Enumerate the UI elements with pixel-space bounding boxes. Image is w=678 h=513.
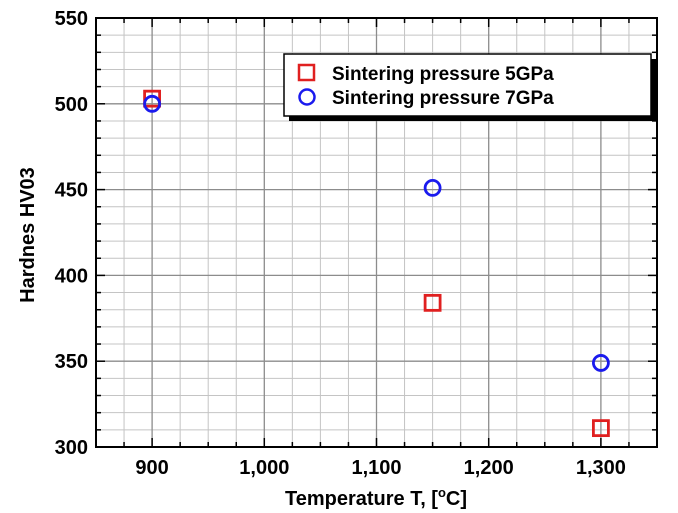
x-tick-label: 1,100 — [351, 457, 401, 479]
x-tick-label: 1,300 — [576, 457, 626, 479]
x-tick-label: 1,200 — [464, 457, 514, 479]
y-tick-labels: 300 350 400 450 500 550 — [55, 8, 88, 459]
legend-marker-circle — [298, 88, 316, 106]
y-tick-label: 500 — [55, 94, 88, 116]
legend-box — [283, 53, 652, 117]
y-axis-title: Hardnes HV03 — [17, 167, 39, 303]
data-point-5gpa — [592, 419, 610, 438]
y-tick-label: 350 — [55, 351, 88, 373]
y-tick-label: 300 — [55, 437, 88, 459]
data-point-5gpa — [143, 89, 162, 108]
data-point-7gpa — [592, 354, 610, 372]
data-point-7gpa — [423, 178, 442, 197]
data-point-7gpa — [143, 94, 162, 113]
x-axis-title-degree: o — [438, 485, 446, 500]
legend-label-7gpa: Sintering pressure 7GPa — [332, 88, 554, 109]
data-point-5gpa — [423, 293, 442, 312]
x-axis-title-main: Temperature T, [ — [285, 488, 438, 510]
y-tick-label: 450 — [55, 180, 88, 202]
x-tick-labels: 900 1,000 1,100 1,200 1,300 — [135, 457, 626, 479]
data-points — [143, 89, 610, 438]
x-tick-label: 900 — [135, 457, 168, 479]
x-axis-title-unit: C] — [446, 488, 467, 510]
axis-ticks — [95, 17, 658, 448]
legend: Sintering pressure 5GPa Sintering pressu… — [283, 53, 656, 121]
legend-marker-square — [297, 63, 316, 82]
x-axis-title: Temperature T, [oC] — [285, 485, 467, 510]
y-tick-label: 550 — [55, 8, 88, 30]
y-tick-label: 400 — [55, 265, 88, 287]
x-tick-label: 1,000 — [239, 457, 289, 479]
legend-label-5gpa: Sintering pressure 5GPa — [332, 64, 554, 85]
